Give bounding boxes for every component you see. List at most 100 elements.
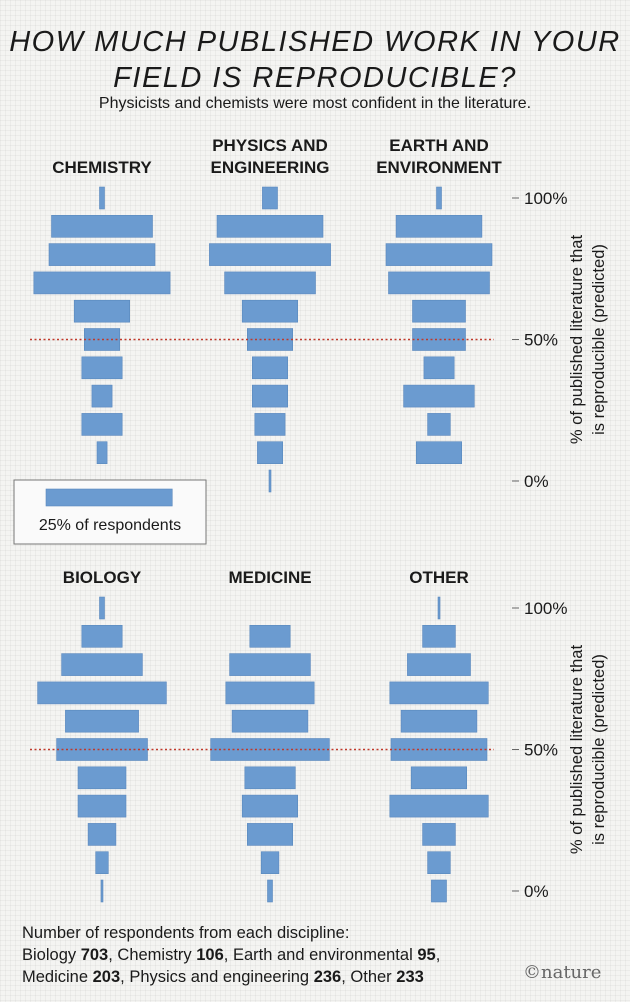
title-line-2: FIELD IS REPRODUCIBLE? [113,62,517,94]
bar [77,794,127,818]
bar [257,441,283,465]
panel-title: ENVIRONMENT [376,158,502,177]
count-separator: , [435,946,441,964]
y-tick-label: 50% [524,741,558,760]
bar [81,413,123,436]
y-tick-label: 100% [524,599,567,618]
bar [77,766,127,790]
count-label: Chemistry [117,946,197,964]
bar [427,413,451,436]
bar [254,413,286,436]
panel-title: CHEMISTRY [52,158,152,177]
panel-title: PHYSICS AND [212,136,328,155]
y-axis-label: % of published literature that [568,235,586,445]
bar [268,469,272,493]
respondent-counts: Number of respondents from each discipli… [22,922,562,988]
bar [48,243,156,266]
bar [389,681,489,705]
bar [412,299,466,323]
bar [73,299,130,323]
panel-title: EARTH AND [389,136,488,155]
bar [389,794,489,818]
bar [427,851,451,875]
bar [262,186,278,210]
panel-title: ENGINEERING [210,158,329,177]
panel-title: MEDICINE [228,568,311,587]
y-tick-label: 100% [524,189,567,208]
count-label: Earth and environmental [232,946,418,964]
bar [61,653,143,676]
bar [231,709,309,733]
bar [99,186,105,210]
count-value: 95 [417,946,436,964]
bar [267,879,273,903]
legend-label: 25% of respondents [39,517,181,534]
y-tick-label: 50% [524,331,558,350]
bar [91,384,113,408]
bar [415,441,462,465]
bar [422,823,456,846]
bar [224,271,316,295]
bar [81,356,123,380]
bar [241,299,298,323]
count-separator: , [223,946,233,964]
bar [229,653,311,676]
chart-subtitle: Physicists and chemists were most confid… [98,95,532,112]
bar [436,186,442,210]
count-value: 203 [92,968,121,986]
legend-bar [45,488,173,507]
bar [95,851,109,875]
y-tick-label: 0% [524,882,549,901]
count-label: Biology [22,946,81,964]
bar [65,709,139,733]
bar [260,851,280,875]
bar [225,681,315,705]
chart-title: HOW MUCH PUBLISHED WORK IN YOUR FIELD IS… [0,24,630,96]
bar [400,709,478,733]
nature-logo: ©nature [523,962,602,983]
title-line-1: HOW MUCH PUBLISHED WORK IN YOUR [9,26,621,58]
bar [385,243,493,266]
bar [37,681,167,705]
bar [410,766,468,790]
bar [87,823,117,846]
bar [100,879,104,903]
panel-title: BIOLOGY [63,568,142,587]
bar [431,879,447,903]
bar [252,384,289,408]
bar [403,384,475,408]
bar [99,596,105,620]
y-axis-label: is reproducible (predicted) [590,654,608,845]
bar [423,356,455,380]
bar [249,624,291,648]
y-axis-label: % of published literature that [568,645,586,855]
bar [252,356,289,380]
count-value: 236 [313,968,342,986]
count-label: Other [350,968,397,986]
bar [395,215,483,238]
count-value: 106 [196,946,224,964]
respondent-counts-intro: Number of respondents from each discipli… [22,924,350,942]
count-label: Medicine [22,968,93,986]
y-tick-label: 0% [524,472,549,491]
count-value: 703 [80,946,109,964]
bar [216,215,324,238]
count-separator: , [108,946,118,964]
bar [437,596,441,620]
bar [96,441,108,465]
bar [241,794,298,818]
count-label: Physics and engineering [129,968,314,986]
panel-title: OTHER [409,568,469,587]
y-axis-label: is reproducible (predicted) [590,244,608,435]
bar [407,653,471,676]
bar [51,215,153,238]
bar [209,243,331,266]
count-separator: , [120,968,130,986]
count-value: 233 [396,968,424,986]
bar [81,624,123,648]
count-separator: , [341,968,351,986]
bar [388,271,490,295]
bar [247,823,294,846]
bar [244,766,296,790]
